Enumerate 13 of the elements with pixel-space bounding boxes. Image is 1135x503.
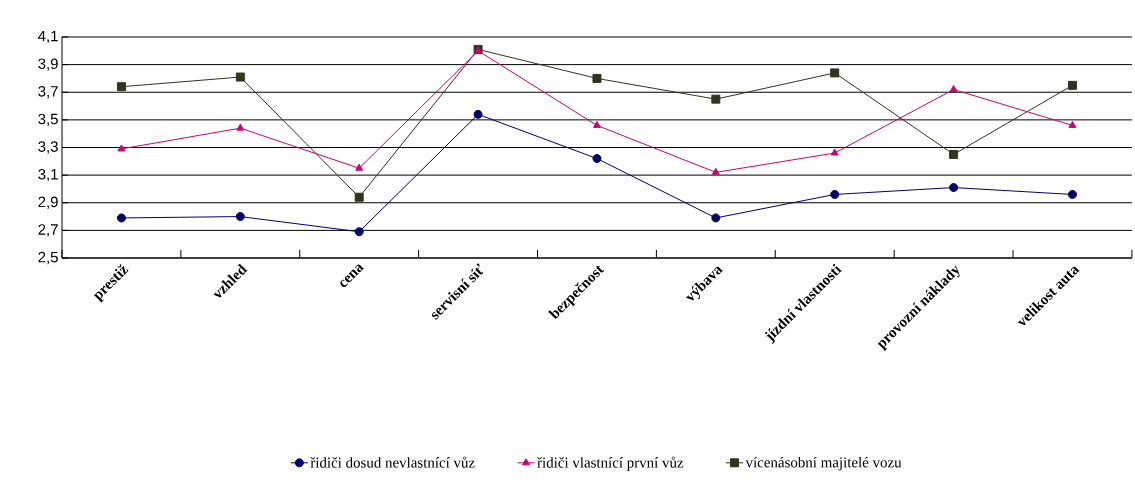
legend-label: vícenásobní majitelé vozu (745, 456, 902, 471)
x-tick-label: cena (340, 264, 365, 287)
y-tick-label: 3,5 (38, 113, 58, 127)
y-tick-label: 2,9 (38, 196, 58, 209)
y-tick-label: 4,1 (38, 30, 58, 44)
y-tick-label: 2,7 (38, 224, 58, 237)
y-tick-label: 2,5 (38, 251, 58, 265)
y-tick-label: 3,3 (38, 141, 58, 154)
y-tick-label: 3,7 (38, 86, 58, 99)
legend-label: řidiči dosud nevlastnící vůz (310, 456, 475, 468)
y-tick-label: 3,1 (38, 168, 58, 182)
legend-label: řidiči vlastnící první vůz (537, 456, 684, 471)
y-tick-label: 3,9 (38, 58, 58, 71)
